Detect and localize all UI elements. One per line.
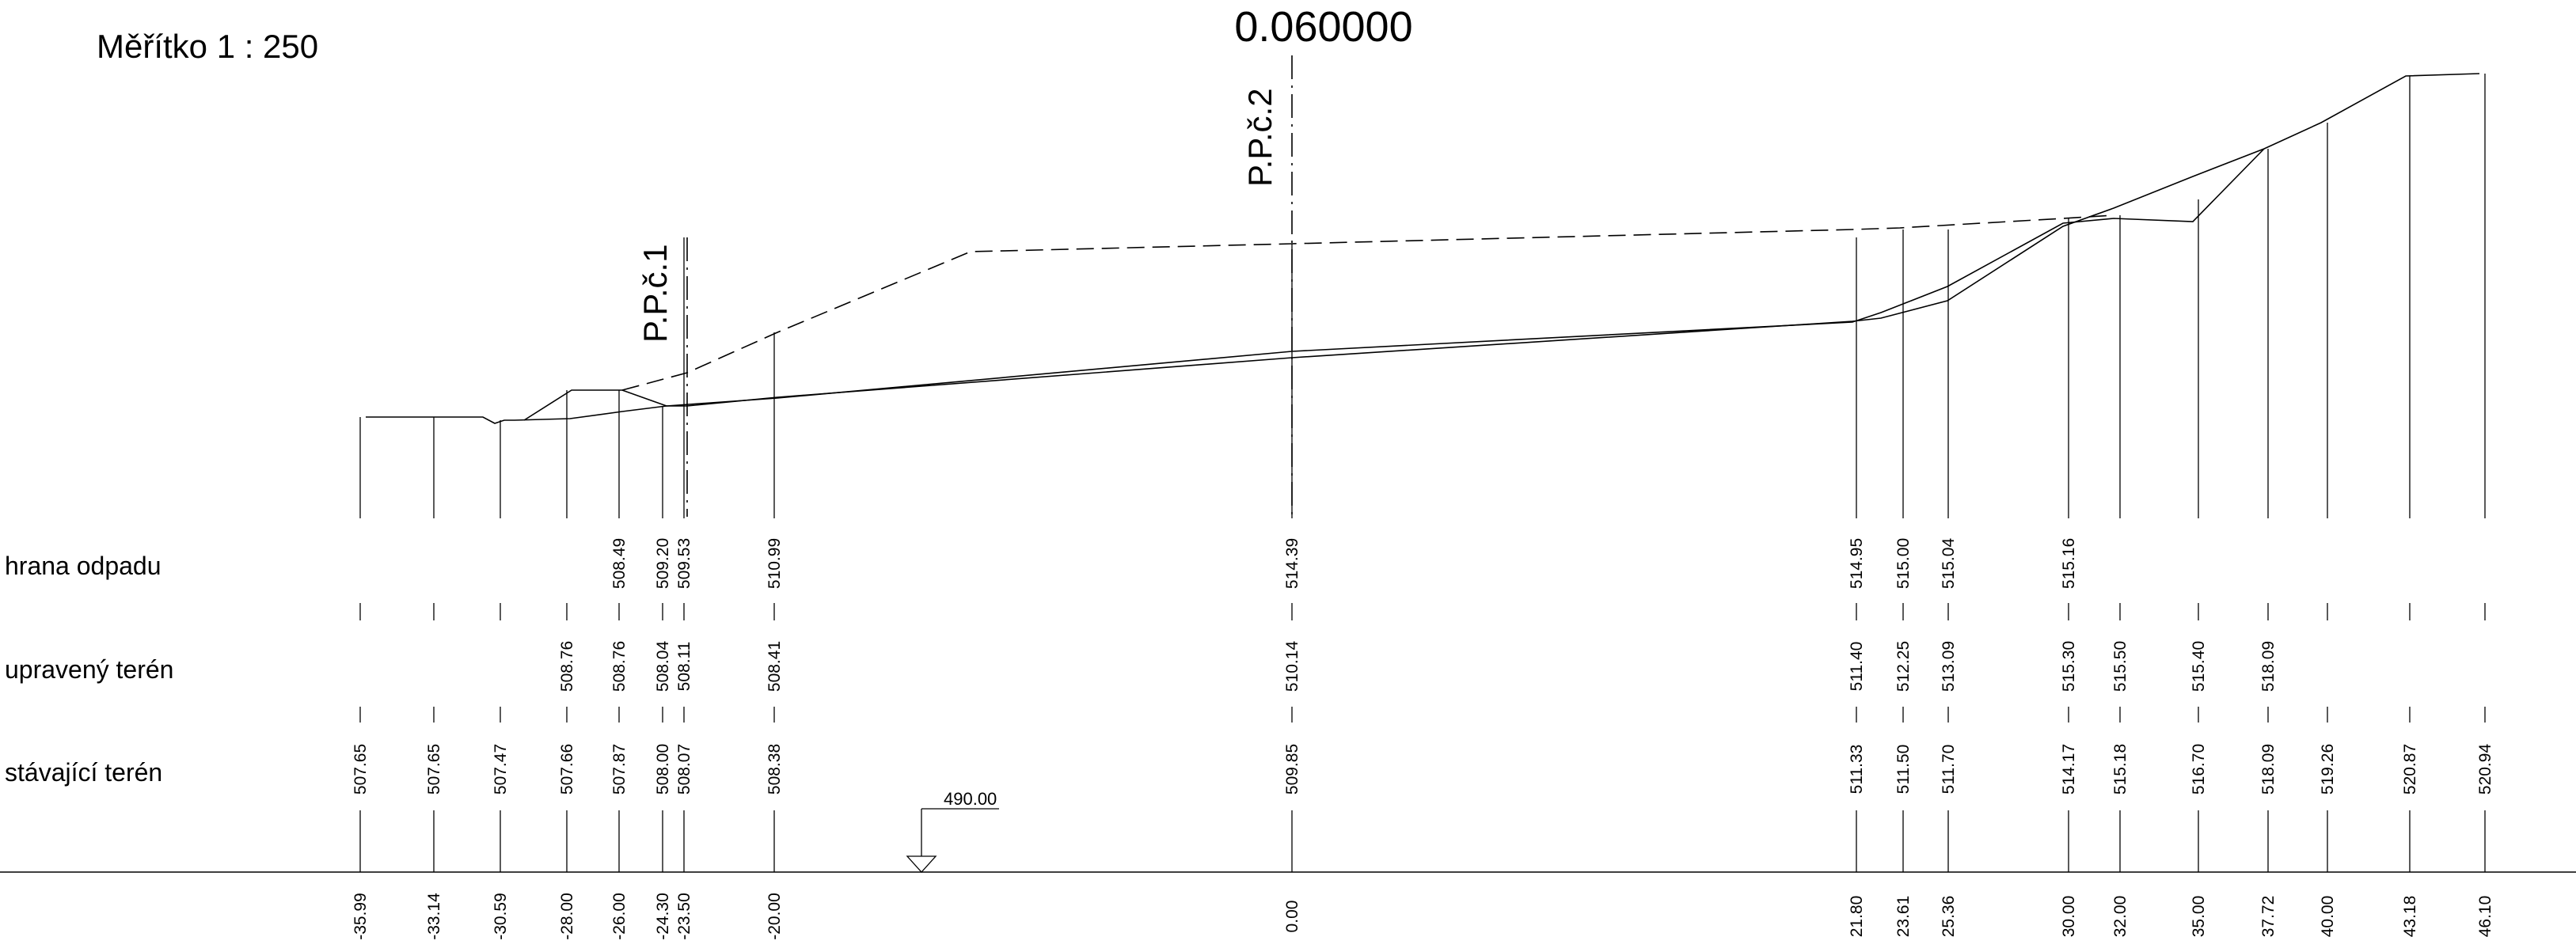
section-value: 0.060000 — [1234, 3, 1412, 51]
hrana-odpadu-value: 515.04 — [1940, 538, 1958, 590]
station-distance: 21.80 — [1848, 896, 1866, 938]
hrana-odpadu-value: 510.99 — [766, 538, 784, 589]
station-distance: -20.00 — [766, 893, 784, 940]
station-distance: 25.36 — [1940, 896, 1958, 938]
stavajici-teren-value: 507.47 — [492, 744, 510, 795]
station-distance: 30.00 — [2060, 896, 2078, 938]
hrana-odpadu-value: 509.20 — [654, 538, 672, 589]
stavajici-teren-value: 507.87 — [610, 744, 629, 795]
station-distance: -26.00 — [610, 893, 629, 940]
station-distance: -24.30 — [654, 893, 672, 940]
stavajici-teren-value: 518.09 — [2259, 744, 2278, 795]
marker-label-ppc2: P.P.č.2 — [1241, 88, 1279, 187]
upraveny-teren-value: 511.40 — [1848, 642, 1866, 692]
stavajici-teren-value: 507.66 — [558, 744, 576, 795]
upraveny-teren-value: 510.14 — [1283, 641, 1301, 692]
stavajici-teren-value: 515.18 — [2111, 744, 2130, 795]
upraveny-teren-value: 515.50 — [2111, 641, 2130, 692]
hrana-odpadu-value: 514.95 — [1848, 538, 1866, 589]
datum-symbol — [906, 808, 999, 873]
row-label-upraveny-teren: upravený terén — [5, 655, 173, 684]
graded-terrain-line — [523, 148, 2265, 421]
upraveny-teren-value: 515.40 — [2190, 641, 2208, 692]
row-label-stavajici-teren: stávající terén — [5, 758, 162, 787]
station-distance: 32.00 — [2111, 896, 2130, 938]
stavajici-teren-value: 519.26 — [2319, 744, 2337, 795]
station-distance: -30.59 — [492, 893, 510, 940]
hrana-odpadu-value: 514.39 — [1283, 538, 1301, 589]
upraveny-teren-value: 508.11 — [675, 642, 693, 692]
station-distance: 37.72 — [2259, 896, 2278, 938]
upraveny-teren-value: 508.41 — [766, 641, 784, 692]
station-distance: -35.99 — [351, 893, 370, 940]
stavajici-teren-value: 511.70 — [1940, 745, 1958, 795]
hrana-odpadu-value: 515.00 — [1894, 538, 1913, 589]
upraveny-teren-value: 508.76 — [610, 641, 629, 692]
station-distance: -28.00 — [558, 893, 576, 940]
station-distance: -23.50 — [675, 893, 693, 940]
row-label-hrana-odpadu: hrana odpadu — [5, 552, 161, 580]
stavajici-teren-value: 516.70 — [2190, 744, 2208, 795]
stavajici-teren-value: 520.87 — [2401, 744, 2419, 795]
upraveny-teren-value: 508.76 — [558, 641, 576, 692]
station-distance: 35.00 — [2190, 896, 2208, 938]
stavajici-teren-value: 508.38 — [766, 744, 784, 795]
stavajici-teren-value: 511.50 — [1894, 745, 1913, 795]
upper-edge-line — [621, 214, 2114, 391]
scale-label: Měřítko 1 : 250 — [97, 28, 318, 65]
station-distance: -33.14 — [425, 893, 443, 940]
upraveny-teren-value: 513.09 — [1940, 641, 1958, 692]
station-distance: 0.00 — [1283, 901, 1301, 933]
upraveny-teren-value: 512.25 — [1894, 641, 1913, 692]
stavajici-teren-value: 509.85 — [1283, 744, 1301, 795]
stavajici-teren-value: 520.94 — [2476, 744, 2494, 795]
hrana-odpadu-value: 509.53 — [675, 538, 693, 589]
station-group: 507.65 -35.99 507.65 -33.14 507.47 -30.59 508.… — [351, 74, 2494, 940]
stavajici-teren-value: 511.33 — [1848, 745, 1866, 795]
upraveny-teren-value: 508.04 — [654, 641, 672, 692]
hrana-odpadu-value: 508.49 — [610, 538, 629, 589]
station-distance: 40.00 — [2319, 896, 2337, 938]
stavajici-teren-value: 508.00 — [654, 744, 672, 795]
stavajici-teren-value: 508.07 — [675, 744, 693, 795]
upraveny-teren-value: 518.09 — [2259, 641, 2278, 692]
existing-terrain-line — [366, 73, 2480, 424]
stavajici-teren-value: 514.17 — [2060, 744, 2078, 795]
station-distance: 43.18 — [2401, 896, 2419, 938]
marker-label-ppc1: P.P.č.1 — [636, 244, 674, 343]
stavajici-teren-value: 507.65 — [351, 744, 370, 795]
station-distance: 46.10 — [2476, 896, 2494, 938]
hrana-odpadu-value: 515.16 — [2060, 538, 2078, 589]
datum-label: 490.00 — [944, 789, 997, 809]
station-distance: 23.61 — [1894, 896, 1913, 938]
upraveny-teren-value: 515.30 — [2060, 641, 2078, 692]
stavajici-teren-value: 507.65 — [425, 744, 443, 795]
